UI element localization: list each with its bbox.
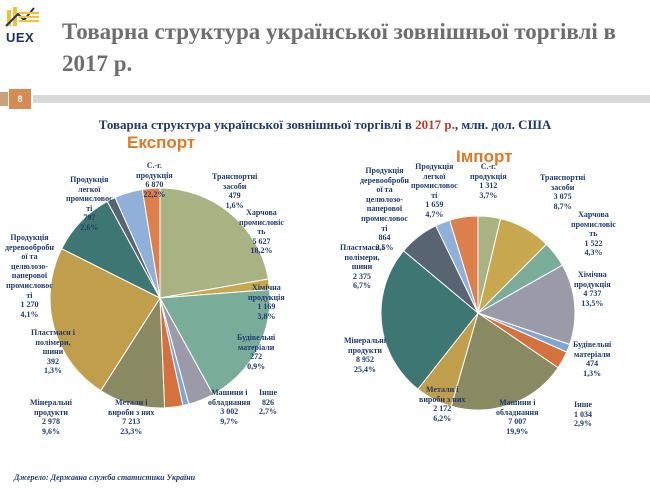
subtitle-suffix: , млн. дол. США [454,117,552,132]
logo-chart-icon [5,7,39,27]
import-label-metals: Метали і вироби з них 2 172 6,2% [419,385,466,423]
import-label-food: Харчова промисловіс ть 1 522 4,3% [571,210,616,258]
export-label-construction: Будівельні матеріали 272 0,9% [237,333,276,371]
export-chart-title: Експорт [127,133,196,152]
export-label-agri: С.-г. продукція 6 870 22,2% [136,161,173,199]
import-label-wood: Продукція деревообробн ої та целюлозо- п… [360,166,409,252]
export-label-machinery: Машини і обладнання 3 002 9,7% [208,388,251,426]
slide-number: 8 [9,89,31,109]
import-label-plastics: Пластмаси і полімери, шини 2 375 6,7% [340,243,384,291]
uex-logo: UEX [4,4,48,46]
import-label-other: Інше 1 034 2,9% [574,400,593,429]
divider-line [33,95,650,103]
export-label-plastics: Пластмаси і полімери, шини 392 1,3% [31,328,75,376]
import-slice-light [449,215,479,314]
import-label-chemical: Хімічна продукція 4 737 13,5% [574,270,611,308]
import-label-minerals: Мінеральні продукти 8 952 25,4% [344,336,387,374]
export-label-light: Продукція легкої промисловос ті 797 2,6% [66,175,113,232]
import-label-construction: Будівельні матеріали 474 1,3% [573,340,612,378]
export-slice-food [159,289,271,396]
import-label-transport: Транспортні засоби 3 075 8,7% [540,173,586,211]
export-label-transport: Транспортні засоби 479 1,6% [212,172,258,210]
import-label-machinery: Машини і обладнання 7 007 19,9% [496,398,539,436]
import-slice-chemical [476,264,576,346]
logo-text: UEX [6,30,35,45]
import-slice-machinery [450,312,559,411]
export-label-chemical: Хімічна продукція 1 169 3,8% [248,283,285,321]
export-slice-light [141,187,161,299]
slide-divider-bar: 8 [0,89,650,109]
export-label-minerals: Мінеральні продукти 2 978 9,6% [30,398,73,436]
subtitle-year: 2017 р. [415,117,455,132]
export-label-metals: Метали і вироби з них 7 213 23,3% [108,398,155,436]
import-label-light: Продукція легкої промисловос ті 1 659 4,… [411,162,458,219]
export-slice-metals [49,247,161,392]
export-slice-agri [159,187,269,299]
divider-accent [0,92,8,106]
export-label-wood: Продукція деревообробн ої та целюлозо- п… [5,233,54,319]
import-label-agri: С.-г. продукція 1 312 3,7% [470,162,507,200]
subtitle-prefix: Товарна структура української зовнішньої… [98,117,412,132]
export-label-food: Харчова промисловіс ть 5 627 18,2% [239,208,284,256]
import-slice-minerals [380,250,479,390]
source-note: Джерело: Державна служба статистики Укра… [14,473,196,482]
chart-subtitle: Товарна структура української зовнішньої… [0,117,650,133]
import-chart-title: Імпорт [456,147,513,166]
page-title: Товарна структура української зовнішньої… [62,19,616,76]
export-label-other: Інше 826 2,7% [259,388,278,417]
